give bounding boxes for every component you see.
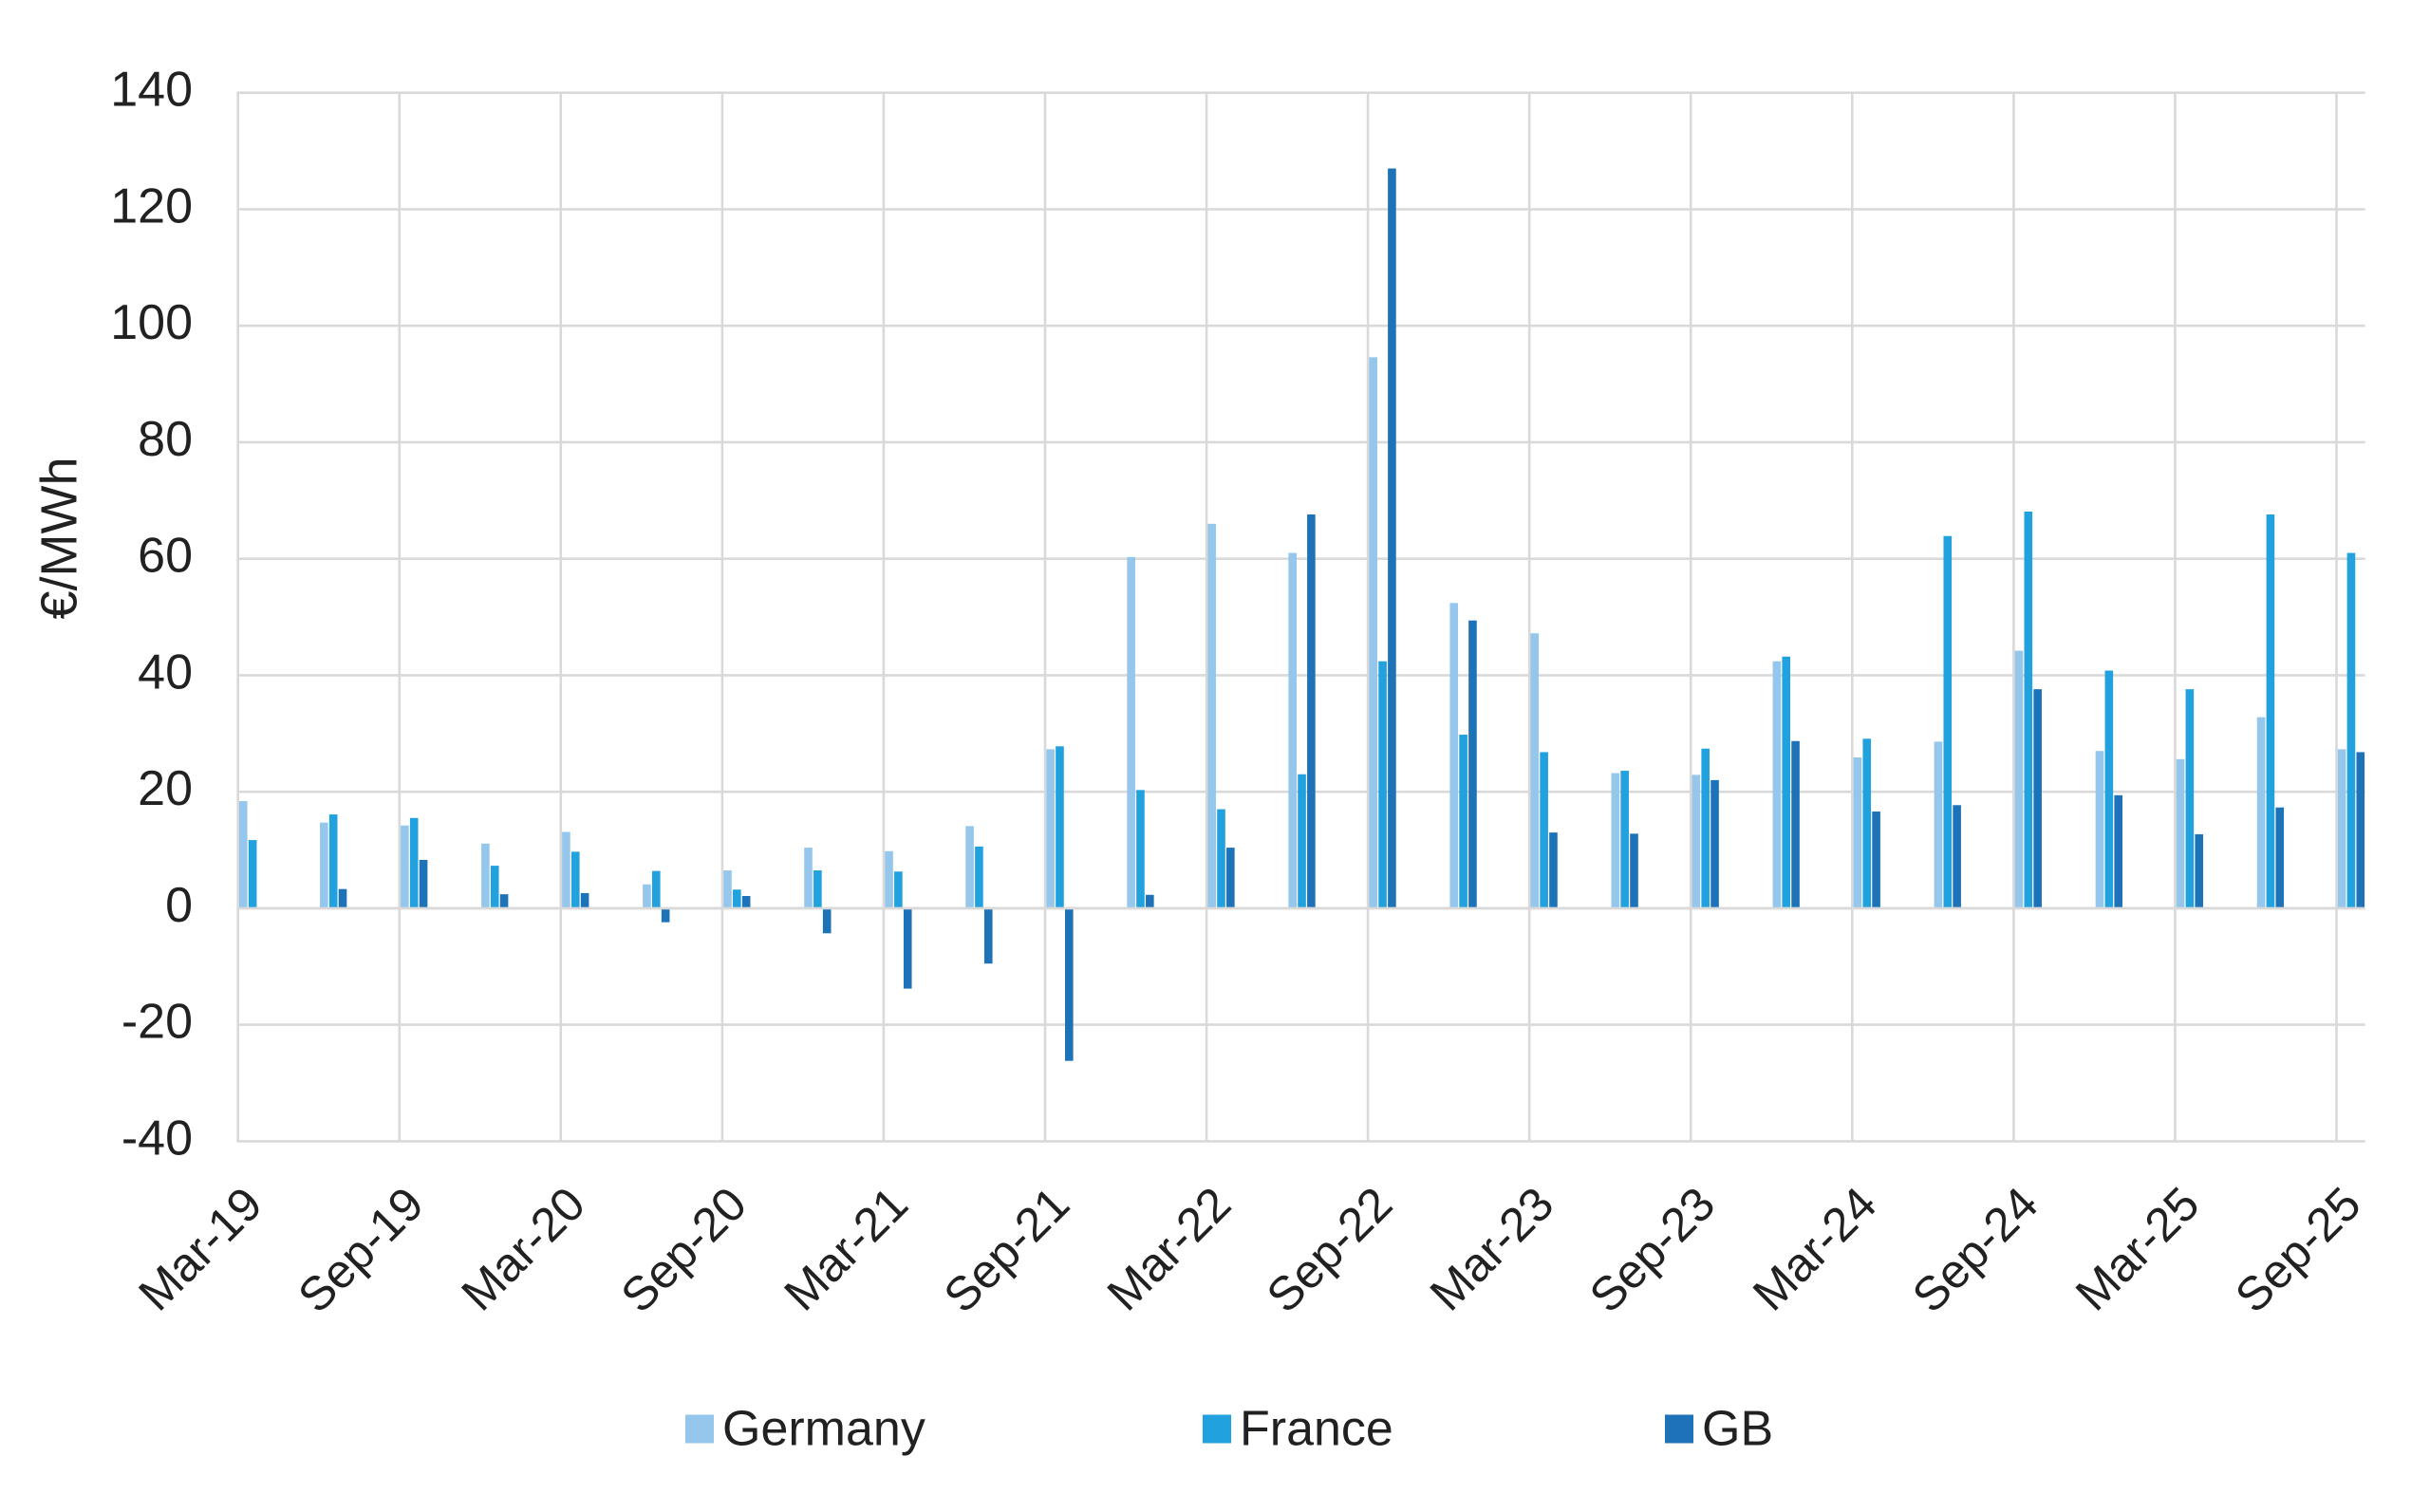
svg-text:-40: -40 <box>122 1111 193 1166</box>
svg-text:40: 40 <box>138 644 193 700</box>
svg-text:0: 0 <box>165 878 193 933</box>
svg-text:GB: GB <box>1702 1402 1773 1457</box>
svg-text:€/MWh: €/MWh <box>31 457 88 619</box>
svg-text:Germany: Germany <box>722 1402 925 1457</box>
svg-text:-20: -20 <box>122 995 193 1050</box>
svg-text:140: 140 <box>110 63 193 118</box>
svg-text:120: 120 <box>110 179 193 234</box>
svg-text:20: 20 <box>138 761 193 816</box>
svg-text:60: 60 <box>138 529 193 584</box>
svg-text:France: France <box>1240 1402 1393 1457</box>
svg-text:100: 100 <box>110 295 193 350</box>
svg-text:80: 80 <box>138 412 193 467</box>
